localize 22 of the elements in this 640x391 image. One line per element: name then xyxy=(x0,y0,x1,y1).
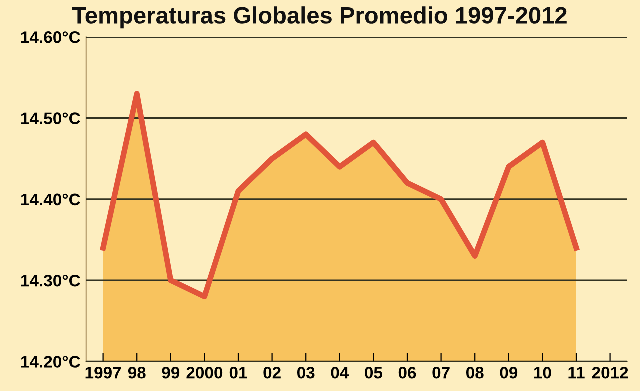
x-tick-label: 06 xyxy=(398,366,416,379)
x-tick-label: 07 xyxy=(432,366,450,379)
x-tick-label: 04 xyxy=(331,366,350,379)
chart-title: Temperaturas Globales Promedio 1997-2012 xyxy=(72,6,567,29)
x-tick-label: 10 xyxy=(534,366,552,379)
x-tick-label: 99 xyxy=(162,366,180,379)
x-tick-label: 98 xyxy=(128,366,146,379)
x-tick-label: 2012 xyxy=(592,366,628,379)
x-tick-label: 2000 xyxy=(186,366,223,379)
y-tick-label: 14.60°C xyxy=(21,32,80,44)
y-tick-label: 14.50°C xyxy=(21,112,80,124)
y-tick-label: 14.40°C xyxy=(21,194,80,206)
x-tick-label: 08 xyxy=(466,366,484,379)
x-tick-label: 02 xyxy=(264,366,281,379)
x-tick-label: 01 xyxy=(230,366,248,379)
x-tick-label: 05 xyxy=(365,366,383,379)
x-tick-label: 11 xyxy=(568,367,585,379)
x-tick-label: 1997 xyxy=(86,366,122,379)
x-tick-label: 09 xyxy=(500,366,518,379)
y-tick-label: 14.20°C xyxy=(21,356,80,368)
x-tick-label: 03 xyxy=(297,366,315,379)
y-tick-label: 14.30°C xyxy=(21,274,80,287)
